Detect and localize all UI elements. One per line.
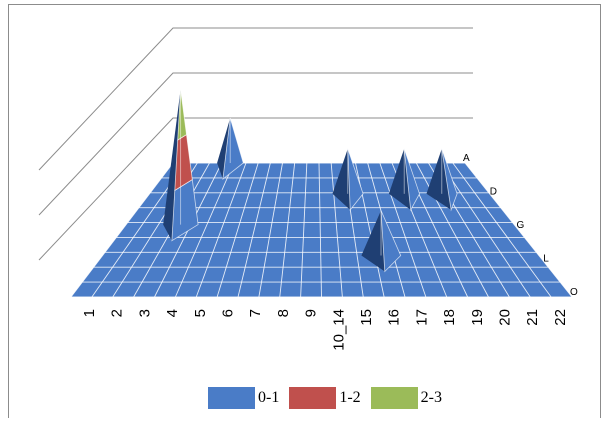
x-tick-label: 21 xyxy=(524,309,541,326)
peak-face xyxy=(426,148,452,210)
chart-frame: 1 2 3 4 5 6 7 8 9 10_14 15 16 17 18 19 20 21 22 A D G L O 0-1… xyxy=(8,4,601,418)
surface-peaks xyxy=(163,89,458,273)
series-tick-label: L xyxy=(543,254,549,265)
grid-line xyxy=(195,162,247,298)
legend-swatch xyxy=(289,387,337,409)
x-tick-label: 16 xyxy=(386,309,403,326)
peak-face xyxy=(361,210,385,272)
x-tick-label: 18 xyxy=(441,309,458,326)
legend-label: 0-1 xyxy=(258,389,280,406)
series-tick-label: D xyxy=(490,187,497,198)
x-tick-label: 19 xyxy=(469,309,486,326)
legend-item: 0-1 xyxy=(208,387,279,409)
wall-gridline xyxy=(38,72,473,216)
grid-line xyxy=(440,162,531,298)
x-tick-label: 1 xyxy=(81,309,98,317)
series-tick-label: G xyxy=(517,220,525,231)
wall-gridlines xyxy=(38,27,473,261)
grid-line xyxy=(174,162,235,298)
x-tick-label: 9 xyxy=(303,309,320,317)
grid-line xyxy=(237,162,271,298)
x-tick-label: 17 xyxy=(413,309,430,326)
grid-line xyxy=(318,162,322,298)
series-axis-tick-labels: A D G L O xyxy=(463,153,578,298)
x-tick-label: 20 xyxy=(497,309,514,326)
grid-line xyxy=(70,162,174,298)
series-tick-label: A xyxy=(463,153,470,164)
peak-band xyxy=(380,210,402,273)
legend-label: 1-2 xyxy=(339,389,361,406)
wall-gridline xyxy=(38,27,473,171)
grid-line xyxy=(415,162,489,298)
surface-chart: 1 2 3 4 5 6 7 8 9 10_14 15 16 17 18 19 20 21 22 A D G L O xyxy=(38,27,578,351)
x-axis-tick-labels: 1 2 3 4 5 6 7 8 9 10_14 15 16 17 18 19 20 21 22 xyxy=(81,309,569,351)
legend-swatch xyxy=(208,387,255,409)
peak-band xyxy=(177,89,187,141)
wall-gridline xyxy=(38,117,473,261)
x-tick-label: 2 xyxy=(109,309,126,317)
peak-band xyxy=(222,117,244,181)
legend-item: 2-3 xyxy=(370,387,442,409)
x-tick-label: 8 xyxy=(275,309,292,317)
peak-face xyxy=(163,89,181,241)
legend-label: 2-3 xyxy=(420,389,442,406)
grid-line xyxy=(258,162,283,298)
x-tick-label: 5 xyxy=(192,309,209,317)
x-tick-label: 10_14 xyxy=(330,309,347,351)
peak-band xyxy=(347,148,364,211)
legend-item: 1-2 xyxy=(289,387,361,409)
legend: 0-1 1-2 2-3 xyxy=(208,387,442,409)
x-tick-label: 6 xyxy=(220,309,237,317)
grid-line xyxy=(452,162,552,298)
grid-line xyxy=(464,162,573,298)
x-tick-label: 7 xyxy=(247,309,264,317)
peak-band xyxy=(403,148,420,212)
legend-swatch xyxy=(370,387,418,409)
grid-line xyxy=(216,162,259,298)
x-tick-label: 22 xyxy=(552,309,569,326)
grid-line xyxy=(379,162,427,298)
grid-line xyxy=(330,162,343,298)
x-tick-label: 15 xyxy=(358,309,375,326)
peak-band xyxy=(441,148,458,212)
x-tick-label: 4 xyxy=(164,309,181,317)
grid-line xyxy=(279,162,296,298)
grid-line xyxy=(300,162,308,298)
x-tick-label: 3 xyxy=(136,309,153,317)
peak-face xyxy=(388,148,411,210)
peak-face xyxy=(217,118,231,180)
peak-face xyxy=(332,148,351,210)
series-tick-label: O xyxy=(570,287,578,298)
